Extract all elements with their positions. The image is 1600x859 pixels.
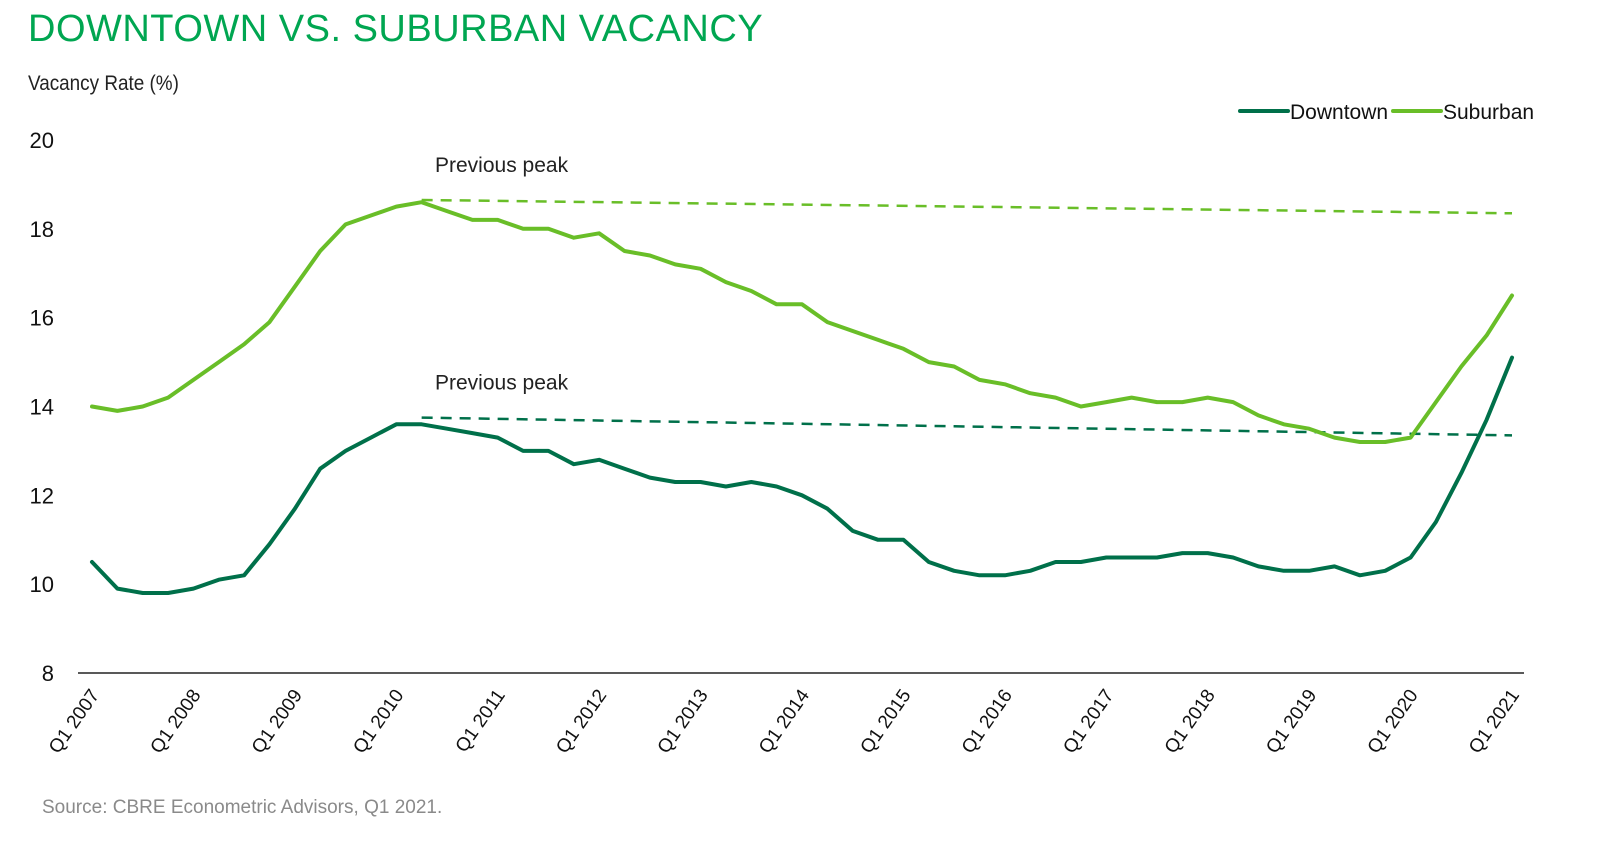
previous-peak-line [421,198,1513,215]
previous-peak-label: Previous peak [435,372,569,395]
x-tick-label: Q1 2007 [45,686,104,758]
x-tick-label: Q1 2018 [1161,686,1220,758]
x-tick-label: Q1 2019 [1262,686,1321,758]
y-tick-label: 14 [30,395,54,420]
legend-label-suburban: Suburban [1443,101,1534,124]
y-tick-label: 8 [42,661,54,686]
chart-title: DOWNTOWN VS. SUBURBAN VACANCY [28,8,764,50]
source-note: Source: CBRE Econometric Advisors, Q1 20… [42,797,443,818]
y-tick-label: 10 [30,572,54,597]
x-tick-label: Q1 2020 [1364,686,1423,758]
series-line-downtown [90,355,1514,595]
x-tick-label: Q1 2008 [147,686,206,758]
x-tick-label: Q1 2012 [552,686,611,758]
y-axis-label: Vacancy Rate (%) [28,72,179,95]
x-tick-label: Q1 2013 [654,686,713,758]
y-tick-label: 12 [30,483,54,508]
x-tick-label: Q1 2016 [958,686,1017,758]
x-tick-label: Q1 2015 [857,686,916,758]
y-tick-label: 16 [30,306,54,331]
x-tick-label: Q1 2010 [349,686,408,758]
y-tick-label: 20 [30,128,54,153]
x-tick-label: Q1 2021 [1465,686,1524,758]
y-tick-label: 18 [30,217,54,242]
x-tick-label: Q1 2014 [755,685,814,757]
x-tick-label: Q1 2011 [452,686,510,757]
x-tick-label: Q1 2017 [1059,686,1118,758]
previous-peak-label: Previous peak [435,154,569,177]
series-line-suburban [90,200,1514,444]
previous-peak-line [421,416,1513,437]
x-tick-label: Q1 2009 [248,686,307,758]
legend-label-downtown: Downtown [1290,101,1388,124]
